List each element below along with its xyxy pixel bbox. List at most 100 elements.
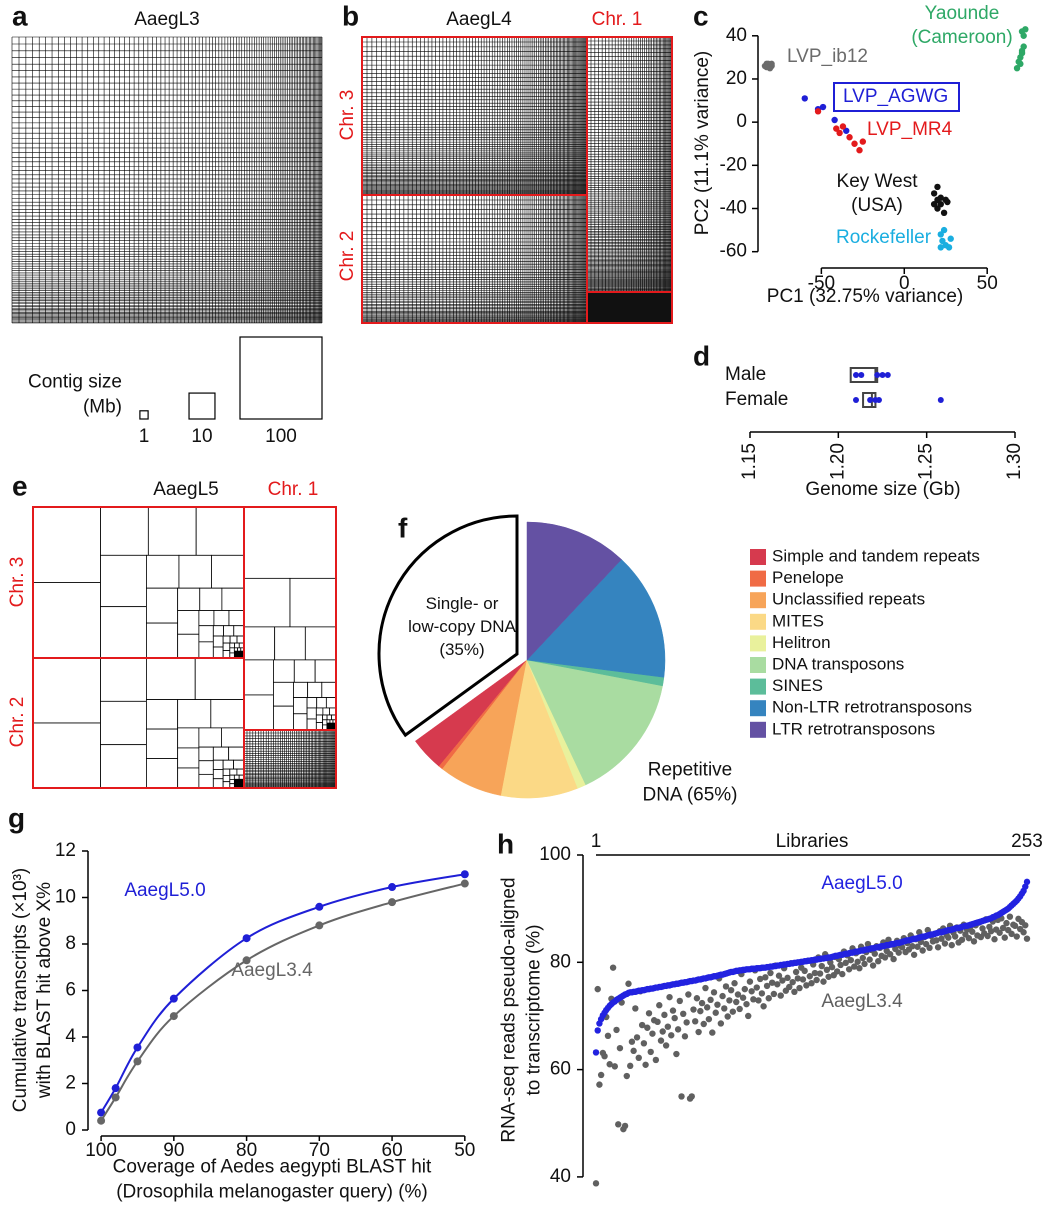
point [969,928,976,935]
point [661,1011,668,1019]
point [979,925,986,932]
point [914,943,921,950]
point [779,977,786,984]
point [839,970,846,978]
point [939,237,946,245]
contig [177,767,200,789]
contig [221,727,245,748]
point [722,983,730,990]
point [630,1047,637,1055]
contig-dense [234,651,244,658]
point [933,937,940,944]
contig [146,554,180,589]
y-tick-label: 40 [726,25,747,46]
point [613,1026,620,1034]
contig [100,554,147,608]
contig [198,641,214,659]
x-tick-label: 80 [236,1140,257,1161]
contig [243,694,274,731]
point [623,1072,630,1080]
contig [100,657,147,702]
contig [195,506,245,556]
point [934,944,942,951]
legend-swatch [750,721,766,738]
point [673,1050,680,1058]
point [775,972,783,979]
annotation: Repetitive DNA (65%) [642,760,737,806]
point [898,944,906,951]
contig [198,625,214,643]
contig-dense [234,779,244,788]
x-tick-label: 253 [1011,831,1043,852]
y-tick-label: 0 [65,1119,76,1140]
contig [211,554,245,589]
contig [212,759,224,770]
contig [32,506,101,583]
series-label: AaegL3.4 [231,960,313,981]
x-tick-label: 1.25 [916,443,937,480]
contig [100,744,147,789]
point [833,125,840,132]
point [745,1012,752,1020]
contig [229,642,235,649]
slice-label: Single- or low-copy DNA (35%) [408,594,516,659]
point [851,140,858,147]
point [592,1180,600,1187]
panel-letter: b [342,0,359,31]
contig [222,768,231,776]
point [736,1005,743,1013]
contig [306,707,317,720]
point [875,397,882,403]
x-tick-label: 90 [163,1140,184,1161]
contig [146,587,179,624]
contig [212,769,224,780]
y-tick-label: 0 [736,111,747,132]
point [662,1042,670,1049]
point [635,1054,642,1062]
point [846,134,853,141]
point [1023,878,1031,886]
point [879,372,886,378]
point [647,1048,654,1056]
contig [198,727,222,748]
point [1001,934,1008,941]
point [666,993,673,1001]
legend-swatch [750,570,766,587]
point [833,968,841,975]
contig [325,697,337,709]
point [885,936,892,943]
contig [229,647,235,654]
point [856,965,863,972]
point [842,959,849,967]
contig [146,699,179,730]
point [671,1014,678,1022]
point [1022,922,1029,929]
point [866,956,873,963]
point [890,955,897,963]
point [460,870,469,879]
legend-label: Unclassified repeats [772,590,925,609]
contig [233,625,245,637]
point [628,1038,636,1045]
contig [307,681,323,698]
point [1022,883,1029,890]
contig [229,635,238,644]
point [951,933,959,940]
contig [32,582,101,659]
point [727,987,735,994]
point [1008,930,1015,938]
point [820,978,827,985]
point [640,1040,648,1047]
contig [321,681,337,698]
series-label: AaegL5.0 [821,873,902,894]
point [1011,922,1019,930]
point [621,1122,629,1130]
point [169,1012,178,1021]
point [875,958,882,965]
point [714,1001,721,1008]
point [762,974,769,981]
point [948,941,955,949]
panel-title: AaegL4 [446,9,512,30]
point [669,1007,677,1014]
x-tick-label: -50 [808,273,835,294]
